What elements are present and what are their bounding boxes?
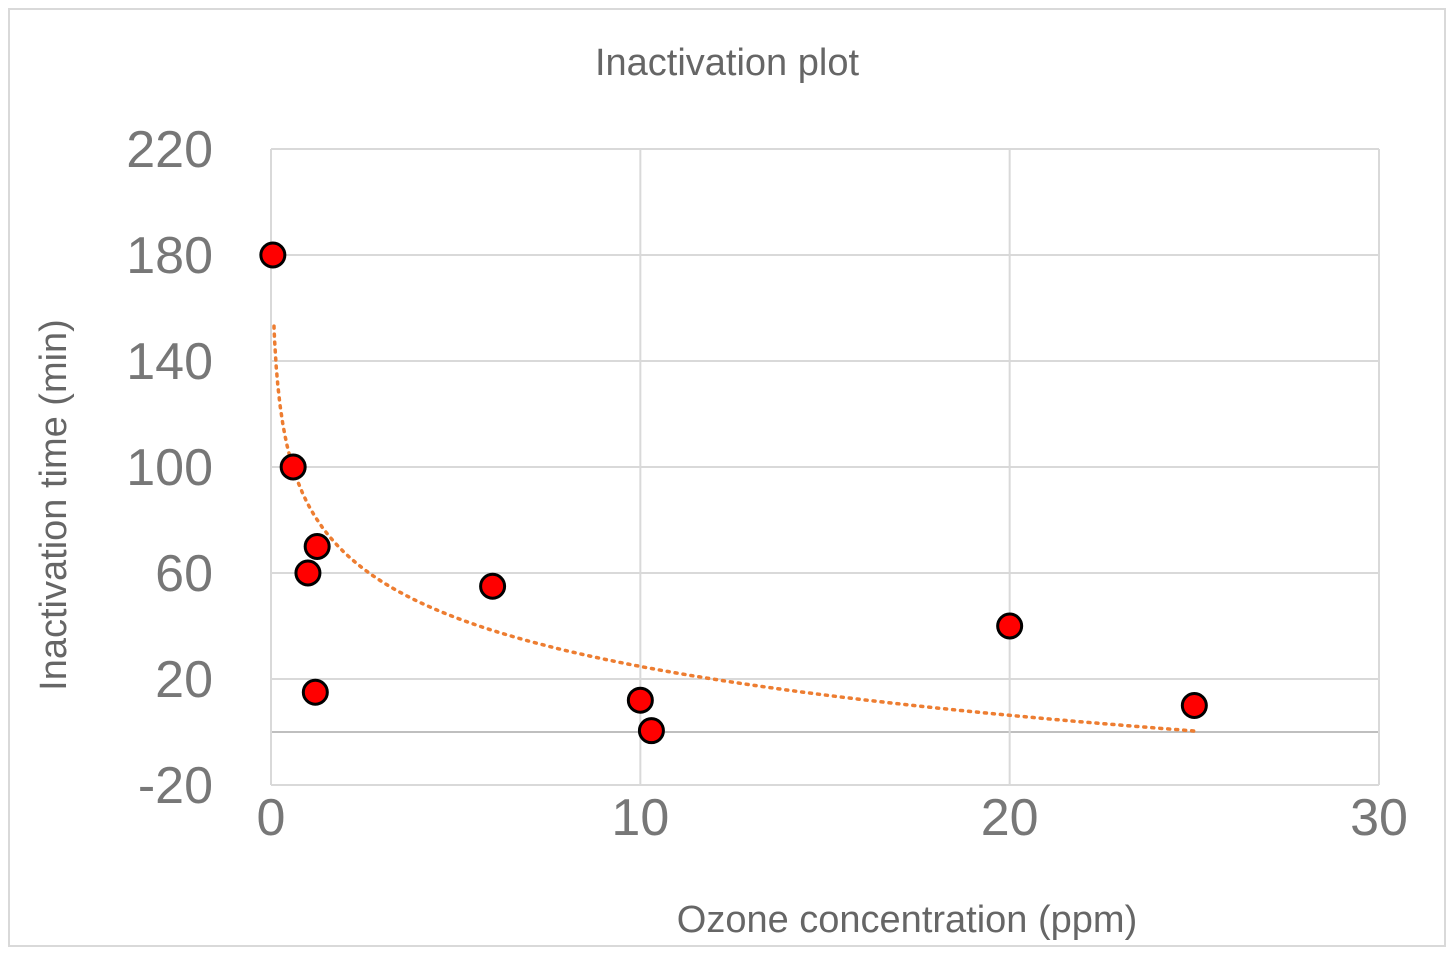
data-point [996, 612, 1024, 640]
data-point [637, 717, 665, 745]
y-tick-label: -20 [138, 757, 213, 815]
x-tick-label: 30 [1350, 789, 1408, 847]
data-point [294, 559, 322, 587]
y-tick-labels: 220 180 140 100 60 20 -20 [126, 121, 213, 815]
data-point [301, 678, 329, 706]
data-point [279, 453, 307, 481]
x-tick-label: 10 [611, 789, 669, 847]
y-tick-label: 100 [126, 439, 213, 497]
trendline-layer [272, 324, 1197, 733]
chart-frame [8, 8, 1446, 947]
points-layer [259, 241, 1208, 745]
data-point [1180, 692, 1208, 719]
x-tick-label: 20 [981, 789, 1039, 847]
data-point [303, 533, 331, 560]
chart-title: Inactivation plot [595, 42, 859, 84]
data-point [626, 686, 654, 714]
y-tick-label: 140 [126, 333, 213, 391]
y-tick-label: 220 [126, 121, 213, 179]
x-axis-title: Ozone concentration (ppm) [677, 899, 1137, 941]
x-tick-label: 0 [257, 789, 286, 847]
y-tick-label: 180 [126, 227, 213, 285]
y-tick-label: 20 [155, 651, 213, 709]
data-point [259, 241, 287, 269]
trendline [272, 324, 1197, 733]
x-tick-labels: 0 10 20 30 [257, 789, 1408, 847]
y-tick-label: 60 [155, 545, 213, 603]
y-axis-title: Inactivation time (min) [33, 319, 75, 691]
data-point [479, 572, 507, 600]
grid [270, 148, 1380, 786]
